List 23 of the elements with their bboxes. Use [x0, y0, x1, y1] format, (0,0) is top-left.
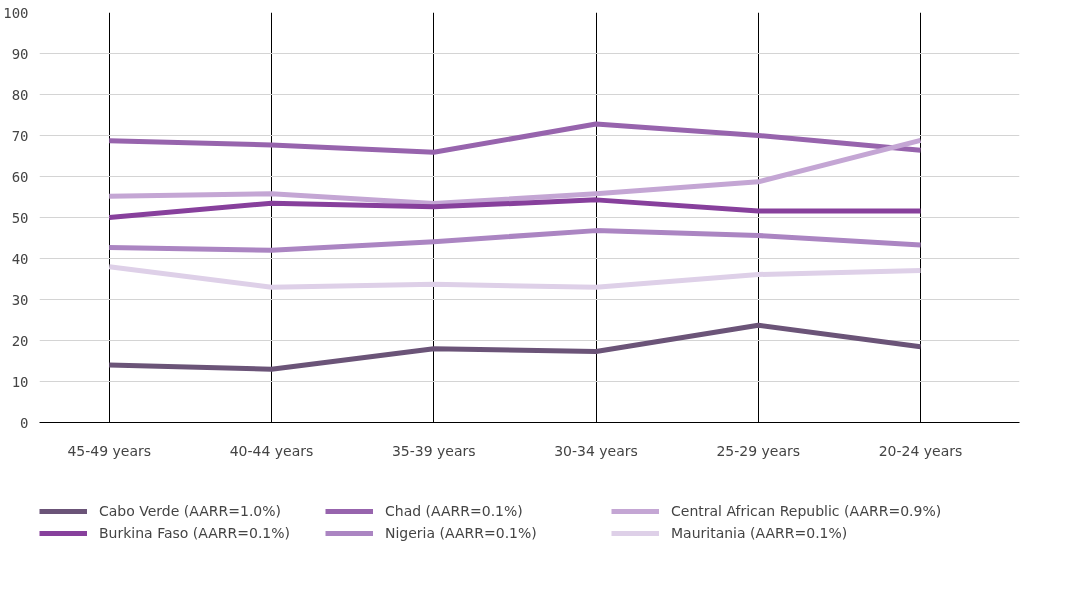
y-tick-label: 90: [11, 45, 29, 62]
y-tick-label: 60: [11, 168, 29, 185]
legend-label: Mauritania (AARR=0.1%): [671, 525, 849, 541]
y-tick-label: 10: [11, 373, 29, 390]
legend-label: Chad (AARR=0.1%): [385, 503, 524, 519]
y-tick-label: 80: [11, 86, 29, 103]
legend-label: Central African Republic (AARR=0.9%): [671, 503, 942, 519]
y-tick-label: 40: [11, 250, 29, 267]
legend-label: Cabo Verde (AARR=1.0%): [99, 503, 283, 519]
y-tick-label: 100: [3, 4, 29, 21]
x-tick-label: 35-39 years: [391, 442, 476, 459]
y-tick-label: 20: [11, 332, 29, 349]
x-tick-label: 25-29 years: [716, 442, 801, 459]
x-tick-label: 40-44 years: [229, 442, 314, 459]
y-tick-label: 50: [11, 209, 29, 226]
x-tick-label: 45-49 years: [67, 442, 152, 459]
y-tick-label: 70: [11, 127, 29, 144]
legend-label: Nigeria (AARR=0.1%): [385, 525, 538, 541]
x-tick-label: 30-34 years: [554, 442, 638, 459]
y-tick-label: 30: [11, 291, 29, 308]
y-tick-label: 0: [20, 414, 29, 431]
x-tick-label: 20-24 years: [878, 442, 963, 459]
legend-label: Burkina Faso (AARR=0.1%): [99, 525, 291, 541]
